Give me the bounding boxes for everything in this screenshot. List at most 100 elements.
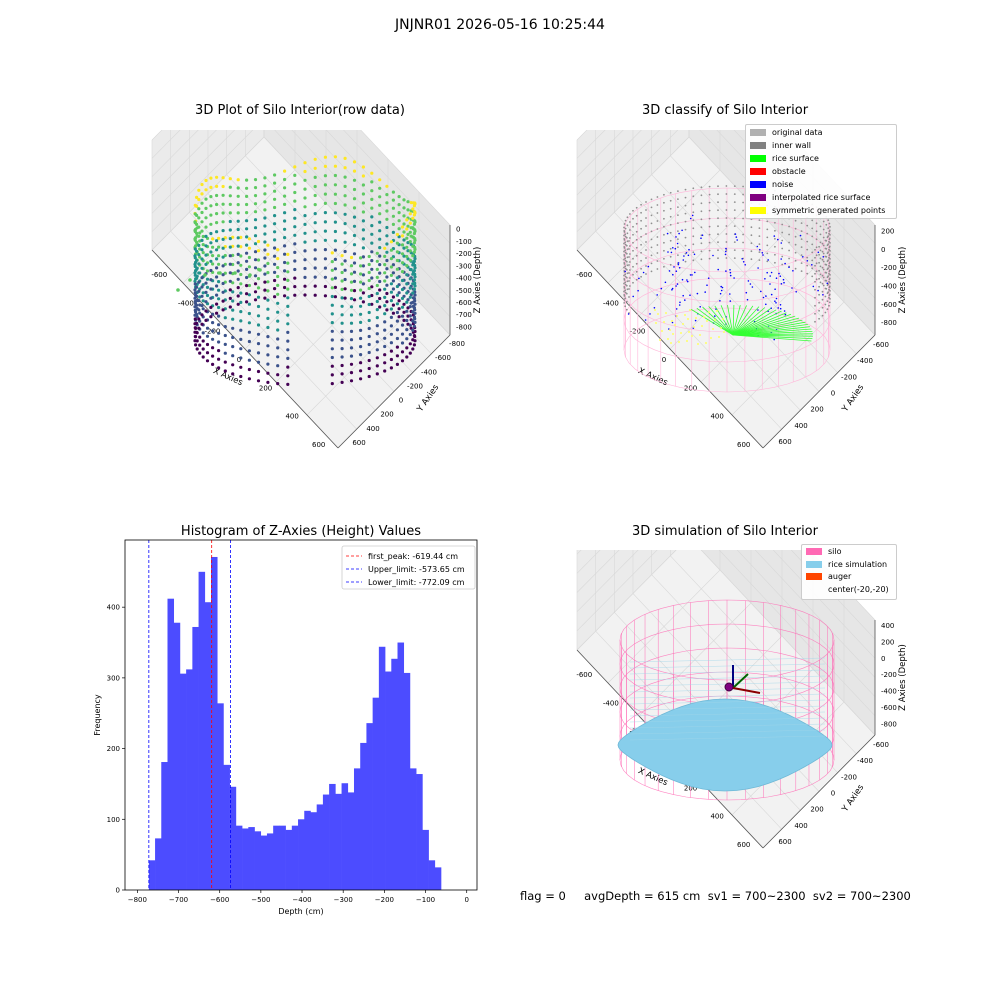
panel2-wall-point [635,278,638,281]
panel2-noise-point [802,256,804,258]
panel1-data-point [236,277,240,281]
panel1-x-axis-line [151,249,339,449]
panel2-wall-point [669,239,672,242]
panel1-data-point [223,245,227,249]
panel1-data-point [375,348,379,352]
panel2-wall-point [645,201,647,203]
panel2-wall-point [625,244,628,247]
panel2-noise-point [769,283,771,285]
panel1-data-point [198,335,202,339]
panel1-data-point [228,194,232,198]
panel2-wall-point [624,297,627,300]
panel2-wall-point [684,236,687,239]
panel1-data-point [198,343,202,347]
panel2-noise-point [672,273,674,276]
panel1-data-point [411,235,415,239]
panel1-data-point [343,287,347,291]
panel2-noise-point [714,315,716,317]
panel2-noise-point [676,283,679,285]
panel2-wall-point [781,263,784,266]
panel2-wall-point [708,209,711,212]
panel2-wall-point [625,284,628,287]
panel1-data-point [391,222,395,226]
panel2-wall-point [822,244,825,247]
panel1-data-point [209,222,213,226]
panel2-wall-point [821,290,824,293]
panel2-wall-point [624,219,627,222]
panel1-data-point [413,247,417,251]
panel2-noise-point [762,254,764,256]
panel1-data-point [197,253,201,257]
panel1-data-point [330,312,334,316]
panel2-noise-point [670,251,673,254]
panel1-data-point [266,289,270,293]
panel1-data-point [215,184,219,188]
panel2-noise-point [779,275,782,277]
panel1-data-point [263,224,267,228]
panel1-data-point [193,339,197,343]
panel1-data-point [256,304,261,309]
panel1-data-point [286,304,290,308]
panel1-data-point [411,244,415,248]
panel2-wall-point [819,257,822,260]
panel1-data-point [303,275,307,279]
panel2-wall-point [624,235,627,238]
panel1-data-point [406,249,410,253]
panel1-data-point [359,280,363,284]
histogram-bar [148,860,156,890]
panel1-data-point [333,155,337,159]
panel1-data-point [413,275,417,279]
panel2-noise-point [675,236,677,238]
panel1-data-point [383,320,387,324]
panel1-data-point [193,264,197,269]
panel1-y-tick-label: -400 [421,368,437,376]
panel1-data-point [340,287,344,291]
panel2-wall-point [635,246,638,249]
panel1-data-point [395,336,399,341]
panel1-data-point [286,365,290,369]
panel2-noise-point [674,247,677,250]
panel1-data-point [258,268,262,272]
panel2-wall-point [623,298,625,301]
panel1-data-point [231,308,235,312]
panel1-data-point [211,245,215,249]
panel4-y-tick-label: -200 [841,773,857,781]
panel1-data-point [367,358,371,363]
panel4-y-tick-label: -600 [873,741,889,749]
figure-suptitle: JNJNR01 2026-05-16 10:25:44 [395,17,605,33]
panel2-wall-point [742,241,744,244]
panel2-wall-point [794,267,797,270]
panel2-noise-point [765,295,767,297]
panel1-data-point [405,245,409,249]
panel1-data-point [330,268,334,272]
panel1-data-point [221,193,225,197]
panel2-noise-point [757,267,759,269]
panel1-data-point [286,330,290,334]
panel2-wall-point [822,228,825,231]
panel2-wall-point [794,259,797,262]
panel1-data-point [385,250,389,254]
panel4-grid [700,550,876,736]
panel1-data-point [217,340,221,344]
histogram-bar [260,835,268,890]
panel1-data-point [383,328,387,332]
panel1-data-point [293,242,297,246]
panel2-wall-point [821,250,824,253]
panel2-noise-point [774,300,776,302]
panel1-data-point [303,240,307,244]
panel1-data-point [209,250,213,254]
panel2-wall-point [781,223,784,226]
panel1-data-point [204,253,208,257]
panel2-wall-point [818,301,820,304]
legend-entry: center(-20,-20) [806,585,889,597]
panel1-data-point [313,166,317,170]
panel2-wall-point [635,270,638,273]
panel2-wall-point [742,217,744,220]
panel1-data-point [378,237,382,241]
panel1-data-point [217,245,221,249]
panel1-data-point [330,251,334,255]
panel2-wall-point [806,240,809,243]
panel1-z-tick-label: -400 [456,275,472,283]
panel1-data-point [323,275,327,279]
panel2-wall-point [781,247,784,250]
